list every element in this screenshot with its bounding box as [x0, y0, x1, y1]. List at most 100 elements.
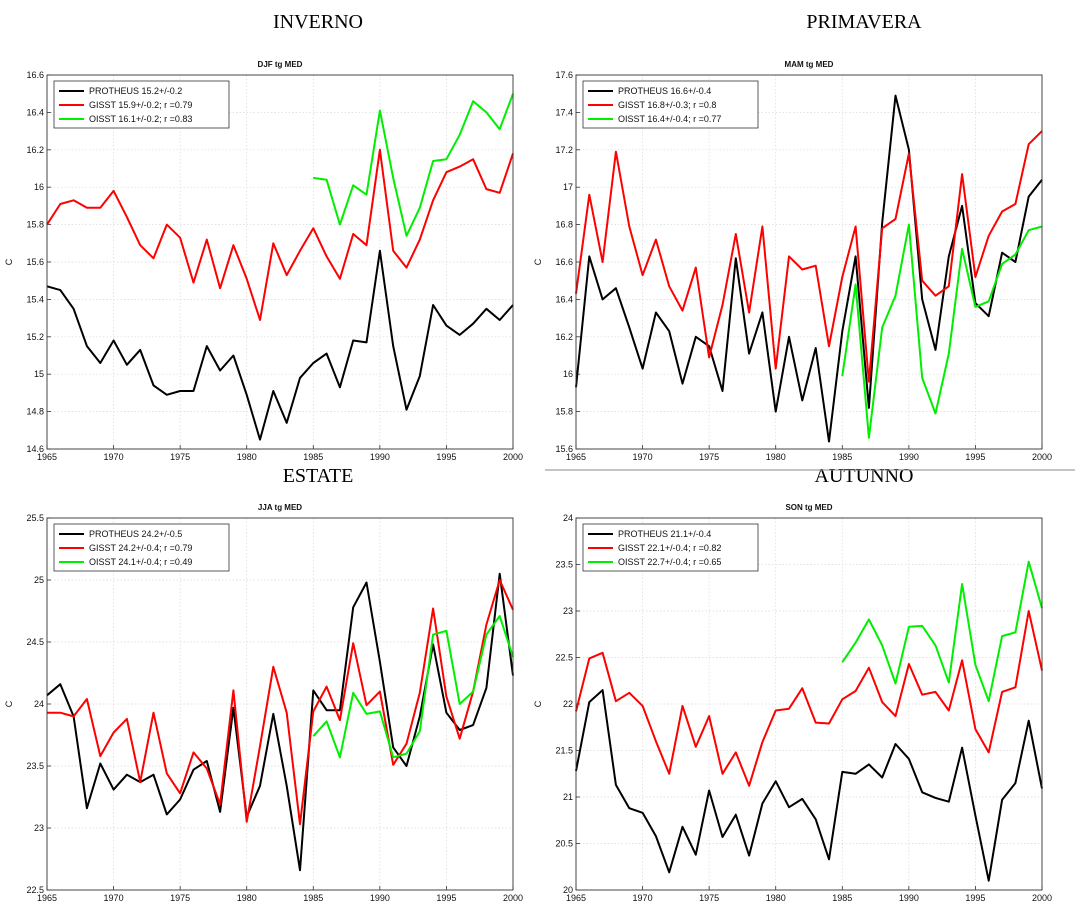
legend-entry: GISST 22.1+/-0.4; r =0.82 [618, 543, 721, 553]
x-tick-label: 2000 [1032, 452, 1052, 462]
y-tick-label: 15.4 [26, 294, 44, 304]
legend-entry: OISST 16.1+/-0.2; r =0.83 [89, 114, 192, 124]
x-tick-label: 1970 [633, 893, 653, 903]
y-tick-label: 17.4 [555, 107, 573, 117]
legend: PROTHEUS 15.2+/-0.2 GISST 15.9+/-0.2; r =… [53, 80, 230, 129]
x-tick-label: 1985 [832, 452, 852, 462]
season-label-winter: INVERNO [273, 11, 363, 33]
axes-frame [575, 517, 1043, 891]
chart-title: SON tg MED [785, 503, 832, 512]
x-tick-label: 1985 [303, 893, 323, 903]
y-tick-label: 24.5 [26, 637, 44, 647]
x-tick-label: 1975 [170, 893, 190, 903]
y-tick-label: 22.5 [26, 885, 44, 895]
x-tick-label: 1985 [303, 452, 323, 462]
y-tick-label: 22.5 [555, 653, 573, 663]
y-tick-label: 24 [563, 513, 573, 523]
legend-box [53, 523, 230, 572]
legend-entry: PROTHEUS 15.2+/-0.2 [89, 86, 182, 96]
x-tick-label: 1975 [170, 452, 190, 462]
y-axis-label: C [533, 700, 543, 707]
y-tick-label: 23 [563, 606, 573, 616]
legend-entry: OISST 24.1+/-0.4; r =0.49 [89, 557, 192, 567]
chart-title: MAM tg MED [785, 60, 834, 69]
y-axis-label: C [533, 258, 543, 265]
y-tick-label: 23.5 [555, 560, 573, 570]
y-tick-label: 14.8 [26, 407, 44, 417]
series-line-oisst [841, 560, 1043, 703]
x-tick-label: 1990 [370, 893, 390, 903]
y-tick-label: 23 [34, 823, 44, 833]
y-tick-label: 24 [34, 699, 44, 709]
chart-panel-2: 1965 1970 1975 1980 1985 1990 1995 2000 15.6 15.8… [533, 60, 1052, 462]
legend-entry: GISST 24.2+/-0.4; r =0.79 [89, 543, 192, 553]
chart-panel-1: 1965 1970 1975 1980 1985 1990 1995 2000 14.6 14.8… [4, 60, 523, 462]
x-tick-label: 1965 [566, 893, 586, 903]
season-label-summer: ESTATE [283, 465, 354, 487]
legend: PROTHEUS 16.6+/-0.4 GISST 16.8+/-0.3; r =… [582, 80, 759, 129]
axes-frame [46, 517, 514, 891]
y-tick-label: 16.6 [555, 257, 573, 267]
y-tick-label: 20.5 [555, 839, 573, 849]
chart-panel-3: 1965 1970 1975 1980 1985 1990 1995 2000 22.5 23 23… [4, 503, 523, 903]
x-tick-label: 1980 [237, 452, 257, 462]
legend: PROTHEUS 24.2+/-0.5 GISST 24.2+/-0.4; r =… [53, 523, 230, 572]
x-tick-label: 1970 [633, 452, 653, 462]
x-tick-label: 1965 [37, 452, 57, 462]
x-tick-label: 1980 [237, 893, 257, 903]
x-tick-label: 1990 [370, 452, 390, 462]
series-line-protheus [46, 249, 514, 441]
x-tick-label: 2000 [503, 893, 523, 903]
y-tick-label: 16.4 [26, 107, 44, 117]
x-tick-label: 1970 [104, 893, 124, 903]
series-line-oisst [313, 93, 514, 237]
y-tick-label: 22 [563, 699, 573, 709]
legend-entry: PROTHEUS 24.2+/-0.5 [89, 529, 182, 539]
x-tick-label: 1995 [965, 893, 985, 903]
x-tick-label: 1965 [37, 893, 57, 903]
y-tick-label: 23.5 [26, 761, 44, 771]
x-tick-label: 1975 [699, 452, 719, 462]
y-tick-label: 16.4 [555, 294, 573, 304]
y-tick-label: 15.8 [555, 407, 573, 417]
y-tick-label: 15.6 [555, 444, 573, 454]
legend-entry: PROTHEUS 16.6+/-0.4 [618, 86, 711, 96]
legend-entry: GISST 16.8+/-0.3; r =0.8 [618, 100, 716, 110]
x-tick-label: 1995 [965, 452, 985, 462]
axes-frame [575, 74, 1043, 450]
y-tick-label: 17 [563, 182, 573, 192]
y-tick-label: 25 [34, 575, 44, 585]
series-line-oisst [312, 615, 514, 759]
series-line-protheus [575, 94, 1043, 443]
y-axis-label: C [4, 700, 14, 707]
chart-title: DJF tg MED [258, 60, 303, 69]
y-tick-label: 16 [34, 182, 44, 192]
x-tick-label: 1985 [832, 893, 852, 903]
y-tick-label: 16.2 [26, 145, 44, 155]
y-tick-label: 16 [563, 369, 573, 379]
y-tick-label: 16.2 [555, 332, 573, 342]
legend-entry: OISST 16.4+/-0.4; r =0.77 [618, 114, 721, 124]
series-line-gisst [575, 130, 1043, 383]
legend: PROTHEUS 21.1+/-0.4 GISST 22.1+/-0.4; r =… [582, 523, 759, 572]
x-tick-label: 1990 [899, 893, 919, 903]
x-tick-label: 1995 [436, 452, 456, 462]
y-tick-label: 16.8 [555, 220, 573, 230]
y-tick-label: 21 [563, 792, 573, 802]
x-tick-label: 2000 [503, 452, 523, 462]
x-tick-label: 1995 [436, 893, 456, 903]
x-tick-label: 1970 [104, 452, 124, 462]
chart-panels: 1965 1970 1975 1980 1985 1990 1995 2000 14.6 14.8… [4, 60, 1052, 903]
y-tick-label: 16.6 [26, 70, 44, 80]
x-tick-label: 2000 [1032, 893, 1052, 903]
legend-entry: PROTHEUS 21.1+/-0.4 [618, 529, 711, 539]
y-tick-label: 20 [563, 885, 573, 895]
x-tick-label: 1975 [699, 893, 719, 903]
x-tick-label: 1990 [899, 452, 919, 462]
chart-panel-4: 1965 1970 1975 1980 1985 1990 1995 2000 20 20.5 21… [533, 503, 1052, 903]
series-line-protheus [46, 572, 514, 872]
y-tick-label: 25.5 [26, 513, 44, 523]
y-tick-label: 15.6 [26, 257, 44, 267]
y-tick-label: 15.8 [26, 220, 44, 230]
